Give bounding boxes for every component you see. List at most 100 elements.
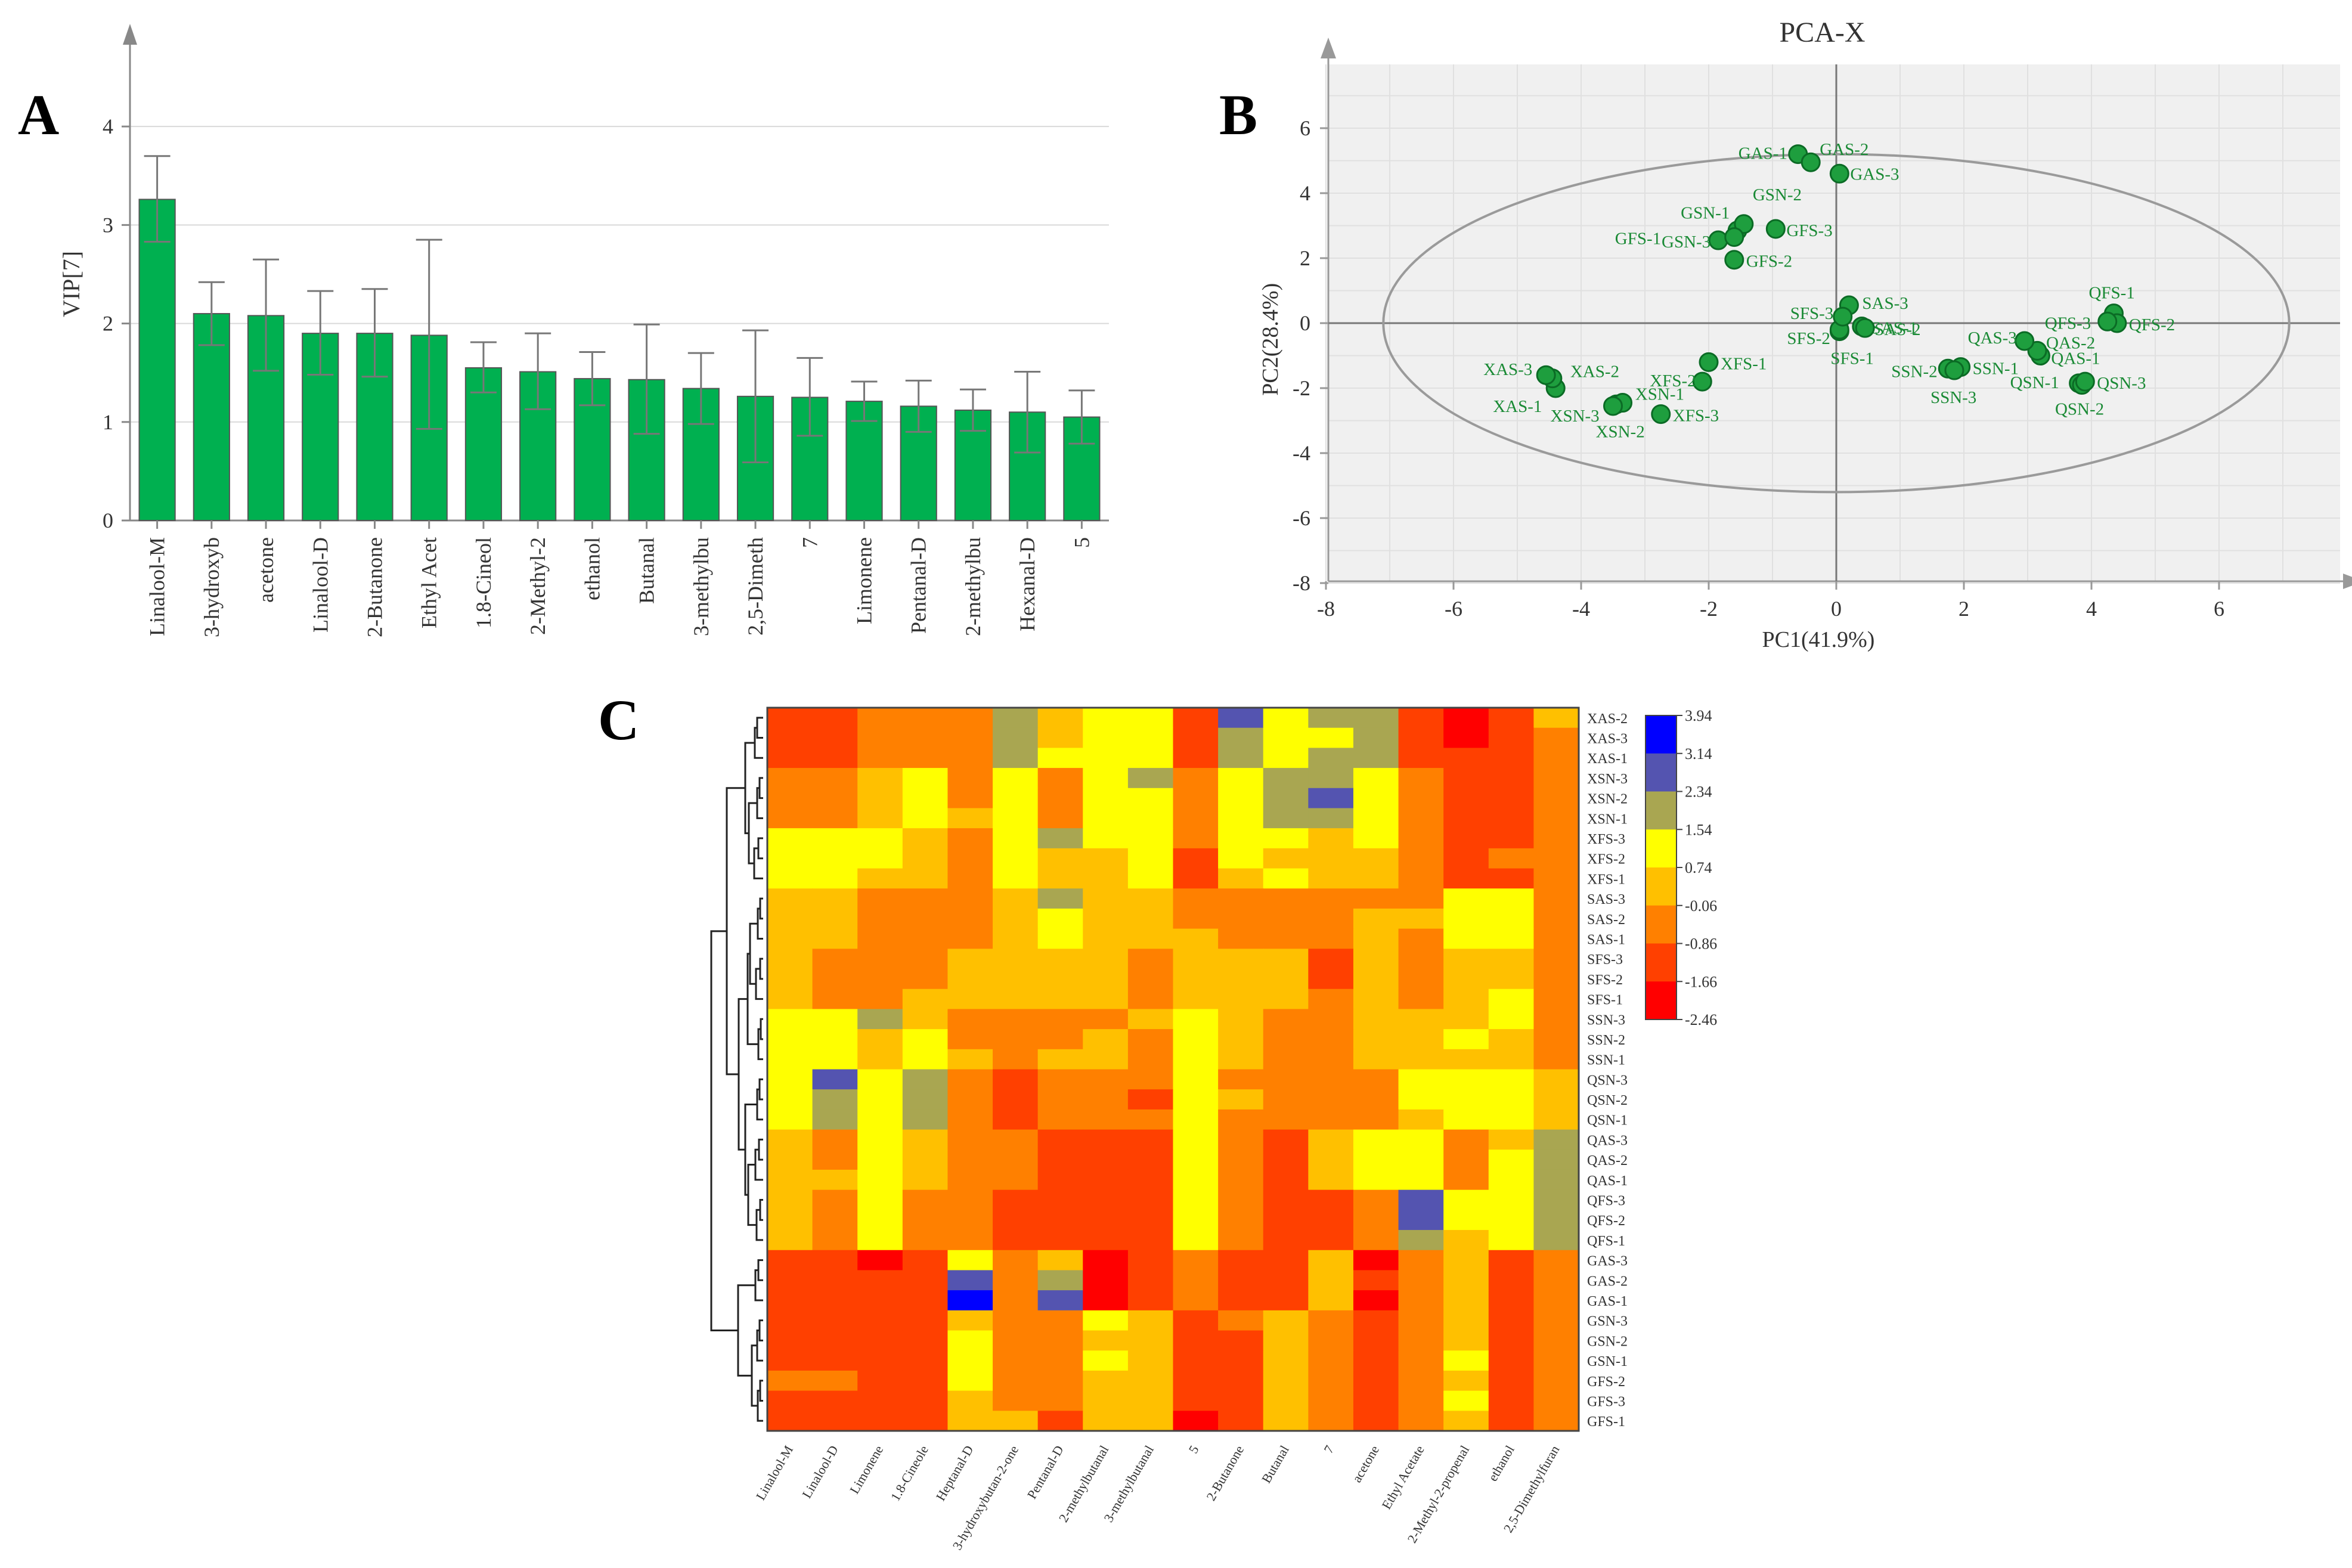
heatmap-cell <box>1353 828 1399 849</box>
heatmap-cell <box>1127 1069 1174 1090</box>
heatmap-cell <box>1353 1069 1399 1090</box>
point-label: GFS-3 <box>1786 221 1832 240</box>
heatmap-cell <box>767 949 813 969</box>
heatmap-cell <box>1398 1370 1444 1392</box>
heatmap-cell <box>902 1129 949 1150</box>
y-axis-arrow <box>1321 38 1336 58</box>
heatmap-cell <box>857 788 903 809</box>
scatter-point <box>1603 396 1623 416</box>
heatmap-cell <box>1308 1009 1354 1030</box>
row-label: XSN-2 <box>1587 792 1628 807</box>
dendrogram-link <box>758 1078 763 1101</box>
chart-title: PCA-X <box>1779 17 1865 48</box>
heatmap-cell <box>1173 808 1219 829</box>
heatmap-cell <box>1218 788 1264 809</box>
heatmap-cell <box>993 888 1039 909</box>
heatmap-cell <box>1488 828 1534 849</box>
heatmap-cell <box>947 788 993 809</box>
colorbar-segment <box>1646 715 1677 754</box>
column-label: Heptanal-D <box>933 1443 977 1503</box>
heatmap-cell <box>902 1350 949 1371</box>
heatmap-cell <box>1353 1411 1399 1431</box>
heatmap-cell <box>1398 1089 1444 1110</box>
heatmap-cell <box>1353 727 1399 748</box>
heatmap-cell <box>1443 1330 1489 1351</box>
heatmap-cell <box>1218 1290 1264 1311</box>
heatmap-cell <box>1127 1250 1174 1271</box>
heatmap-cell <box>1308 1210 1354 1231</box>
heatmap-cell <box>947 1149 993 1170</box>
dendrogram-link <box>757 837 763 860</box>
heatmap-cell <box>902 1230 949 1251</box>
point-label: SFS-1 <box>1830 349 1874 368</box>
heatmap-cell <box>1488 748 1534 768</box>
heatmap-cell <box>1353 1310 1399 1331</box>
heatmap-cell <box>1398 868 1444 889</box>
heatmap-cell <box>1308 848 1354 869</box>
point-label: GAS-2 <box>1820 140 1868 159</box>
heatmap-cell <box>902 908 949 929</box>
y-tick-label: -4 <box>1293 441 1310 465</box>
y-tick-label: -2 <box>1293 376 1310 400</box>
heatmap-cell <box>1218 708 1264 729</box>
heatmap-cell <box>902 848 949 869</box>
y-tick-label: 0 <box>1300 311 1310 335</box>
heatmap-cell <box>857 768 903 789</box>
heatmap-cell <box>947 768 993 789</box>
heatmap-cell <box>1488 1350 1534 1371</box>
scatter-point <box>1724 250 1744 270</box>
heatmap-cell <box>1173 1230 1219 1251</box>
heatmap-cell <box>1127 1330 1174 1351</box>
heatmap-cell <box>1127 848 1174 869</box>
row-label: QFS-3 <box>1587 1194 1625 1209</box>
heatmap-cell <box>1353 1290 1399 1311</box>
heatmap-cell <box>902 1250 949 1271</box>
heatmap-cell <box>1308 788 1354 809</box>
heatmap-cell <box>1173 1290 1219 1311</box>
heatmap-cell <box>1263 988 1309 1010</box>
scatter-point <box>1708 230 1728 250</box>
heatmap-cell <box>1218 1390 1264 1411</box>
heatmap-cell <box>1533 928 1579 949</box>
heatmap-cell <box>902 1210 949 1231</box>
heatmap-cell <box>1488 969 1534 990</box>
heatmap-cell <box>1127 727 1174 748</box>
heatmap-cell <box>812 1370 858 1392</box>
heatmap-cell <box>1218 1149 1264 1170</box>
heatmap-cell <box>1263 908 1309 929</box>
heatmap-cell <box>1443 768 1489 789</box>
heatmap-cell <box>1173 1089 1219 1110</box>
colorbar-tick-label: 3.94 <box>1685 707 1712 724</box>
heatmap-cell <box>812 1290 858 1311</box>
heatmap-cell <box>1533 1350 1579 1371</box>
heatmap-cell <box>902 1370 949 1392</box>
heatmap-cell <box>1488 1230 1534 1251</box>
heatmap-cell <box>1218 1049 1264 1070</box>
x-tick-label: 2 <box>1959 597 1969 621</box>
heatmap-cell <box>1308 1350 1354 1371</box>
heatmap-cell <box>767 788 813 809</box>
heatmap-cell <box>1173 969 1219 990</box>
x-tick-label: 7 <box>798 537 822 548</box>
heatmap-cell <box>767 868 813 889</box>
heatmap-cell <box>947 1049 993 1070</box>
heatmap-cell <box>1263 1069 1309 1090</box>
heatmap-cell <box>1353 928 1399 949</box>
heatmap-cell <box>1263 1330 1309 1351</box>
heatmap-cell <box>1443 908 1489 929</box>
heatmap-cell <box>812 1310 858 1331</box>
x-tick-label: 0 <box>1831 597 1842 621</box>
heatmap-cell <box>1443 1089 1489 1110</box>
x-tick-label: -4 <box>1572 597 1590 621</box>
point-label: XFS-3 <box>1673 407 1719 426</box>
row-label: GFS-2 <box>1587 1374 1625 1390</box>
heatmap-cell <box>812 828 858 849</box>
heatmap-cell <box>947 828 993 849</box>
heatmap-cell <box>857 708 903 729</box>
heatmap-cell <box>1488 1210 1534 1231</box>
heatmap-cell <box>1488 1290 1534 1311</box>
heatmap-cell <box>993 1210 1039 1231</box>
heatmap-cell <box>1037 1390 1083 1411</box>
heatmap-cell <box>1353 1049 1399 1070</box>
heatmap-cell <box>1488 1109 1534 1130</box>
